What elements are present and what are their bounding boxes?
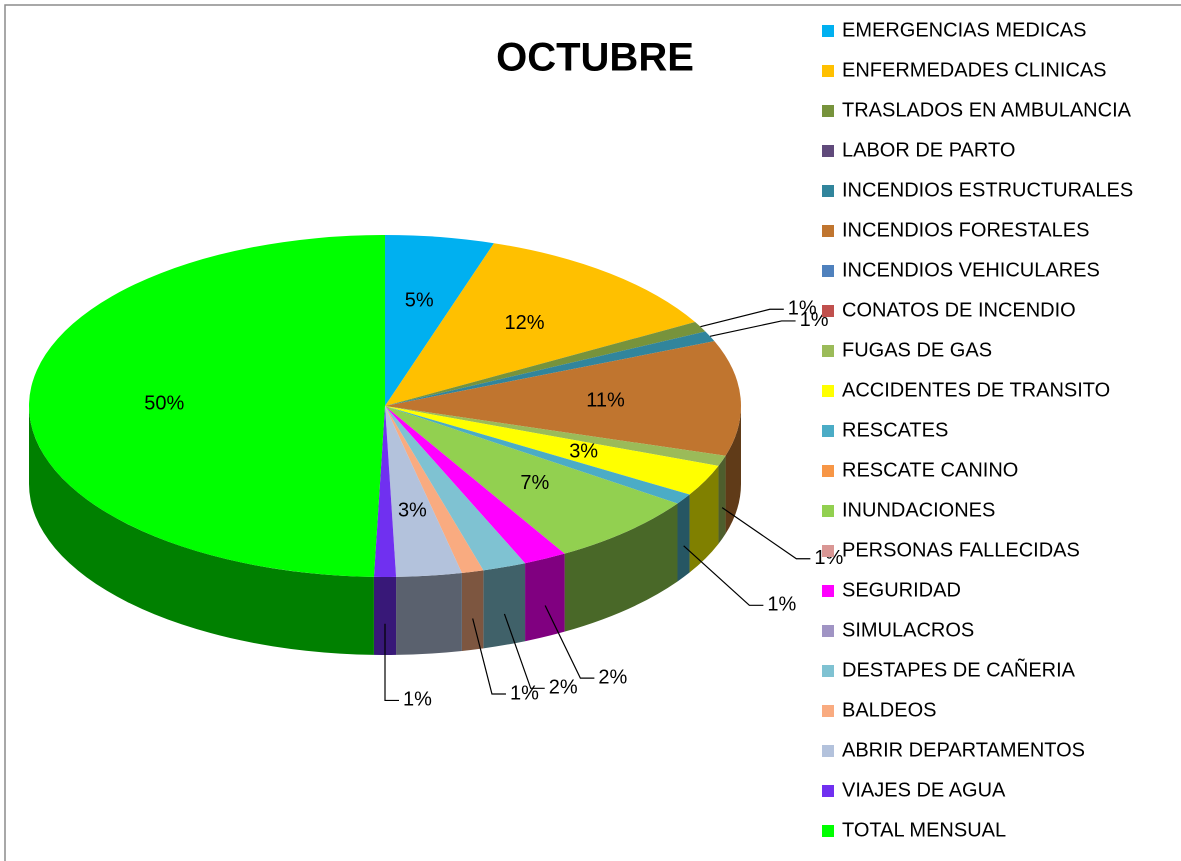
legend-label: INCENDIOS ESTRUCTURALES	[842, 179, 1133, 201]
legend-label: TRASLADOS EN AMBULANCIA	[842, 99, 1132, 121]
pie-slice	[385, 406, 719, 495]
leader-line	[503, 613, 545, 689]
data-label: 7%	[520, 472, 549, 494]
pie-side	[396, 572, 462, 655]
pie-side	[677, 494, 690, 582]
legend-swatch	[822, 545, 834, 557]
data-label: 3%	[398, 499, 427, 521]
leader-line	[709, 320, 796, 337]
pie-slice	[385, 406, 462, 577]
legend-label: ABRIR DEPARTAMENTOS	[842, 739, 1085, 761]
pie-slice	[385, 406, 565, 564]
legend-label: SEGURIDAD	[842, 579, 961, 601]
pie-side	[718, 455, 726, 544]
legend-swatch	[822, 745, 834, 757]
data-label: 2%	[598, 666, 627, 688]
pie-slice	[385, 406, 526, 571]
pie-slice	[385, 243, 696, 406]
leader-line	[472, 618, 506, 695]
data-label: 3%	[569, 440, 598, 462]
legend-swatch	[822, 105, 834, 117]
legend-swatch	[822, 665, 834, 677]
data-label: 11%	[586, 389, 625, 411]
pie-side	[29, 406, 374, 655]
pie-slice	[373, 406, 397, 578]
pie-side	[564, 503, 678, 632]
leader-line	[700, 308, 784, 328]
data-label: 50%	[144, 393, 184, 415]
data-label: 5%	[405, 290, 434, 312]
legend-swatch	[822, 265, 834, 277]
legend-label: ENFERMEDADES CLINICAS	[842, 59, 1107, 81]
pie-side	[525, 553, 565, 642]
pie-slice	[385, 322, 706, 406]
legend-label: EMERGENCIAS MEDICAS	[842, 19, 1086, 41]
legend-label: INUNDACIONES	[842, 499, 995, 521]
legend-swatch	[822, 345, 834, 357]
leader-line	[721, 507, 811, 560]
pie-slice	[385, 406, 726, 466]
legend-swatch	[822, 145, 834, 157]
pie-side	[461, 570, 484, 651]
legend-label: DESTAPES DE CAÑERIA	[842, 657, 1076, 681]
leader-line	[384, 623, 399, 702]
legend-label: INCENDIOS FORESTALES	[842, 219, 1089, 241]
chart-title: OCTUBRE	[496, 36, 694, 80]
pie-slice	[385, 331, 715, 406]
legend-label: RESCATE CANINO	[842, 459, 1018, 481]
legend-swatch	[822, 385, 834, 397]
legend-swatch	[822, 25, 834, 37]
pie-side	[373, 576, 397, 656]
legend-label: VIAJES DE AGUA	[842, 779, 1006, 801]
pie-side	[689, 465, 719, 573]
data-label: 2%	[549, 677, 578, 699]
data-label: 1%	[403, 689, 432, 711]
data-label: 12%	[505, 312, 545, 334]
legend-label: PERSONAS FALLECIDAS	[842, 539, 1080, 561]
data-label: 1%	[788, 298, 817, 320]
legend-swatch	[822, 585, 834, 597]
legend-label: ACCIDENTES DE TRANSITO	[842, 379, 1110, 401]
pie-side	[725, 406, 741, 534]
legend-swatch	[822, 305, 834, 317]
data-label: 1%	[510, 682, 539, 704]
leader-line	[544, 605, 595, 679]
legend-label: CONATOS DE INCENDIO	[842, 299, 1076, 321]
data-label: 1%	[814, 547, 843, 569]
pie-slice	[385, 341, 741, 456]
legend-swatch	[822, 785, 834, 797]
legend-label: BALDEOS	[842, 699, 936, 721]
legend-swatch	[822, 185, 834, 197]
pie-side	[483, 563, 526, 649]
data-label: 1%	[800, 309, 829, 331]
pie-slice	[28, 235, 385, 577]
legend-swatch	[822, 825, 834, 837]
legend-swatch	[822, 505, 834, 517]
legend-label: TOTAL MENSUAL	[842, 819, 1006, 841]
legend-label: LABOR DE PARTO	[842, 139, 1015, 161]
pie-slice	[385, 406, 484, 573]
legend-label: RESCATES	[842, 419, 948, 441]
legend-label: SIMULACROS	[842, 619, 974, 641]
pie-slice	[385, 406, 690, 504]
legend-label: FUGAS DE GAS	[842, 339, 992, 361]
data-label: 1%	[767, 594, 796, 616]
legend-swatch	[822, 465, 834, 477]
pie-slice	[385, 235, 494, 406]
legend-label: INCENDIOS VEHICULARES	[842, 259, 1100, 281]
legend-swatch	[822, 65, 834, 77]
legend-swatch	[822, 225, 834, 237]
legend-swatch	[822, 425, 834, 437]
legend-swatch	[822, 625, 834, 637]
legend-swatch	[822, 705, 834, 717]
pie-slice	[385, 406, 678, 554]
leader-line	[683, 545, 764, 606]
